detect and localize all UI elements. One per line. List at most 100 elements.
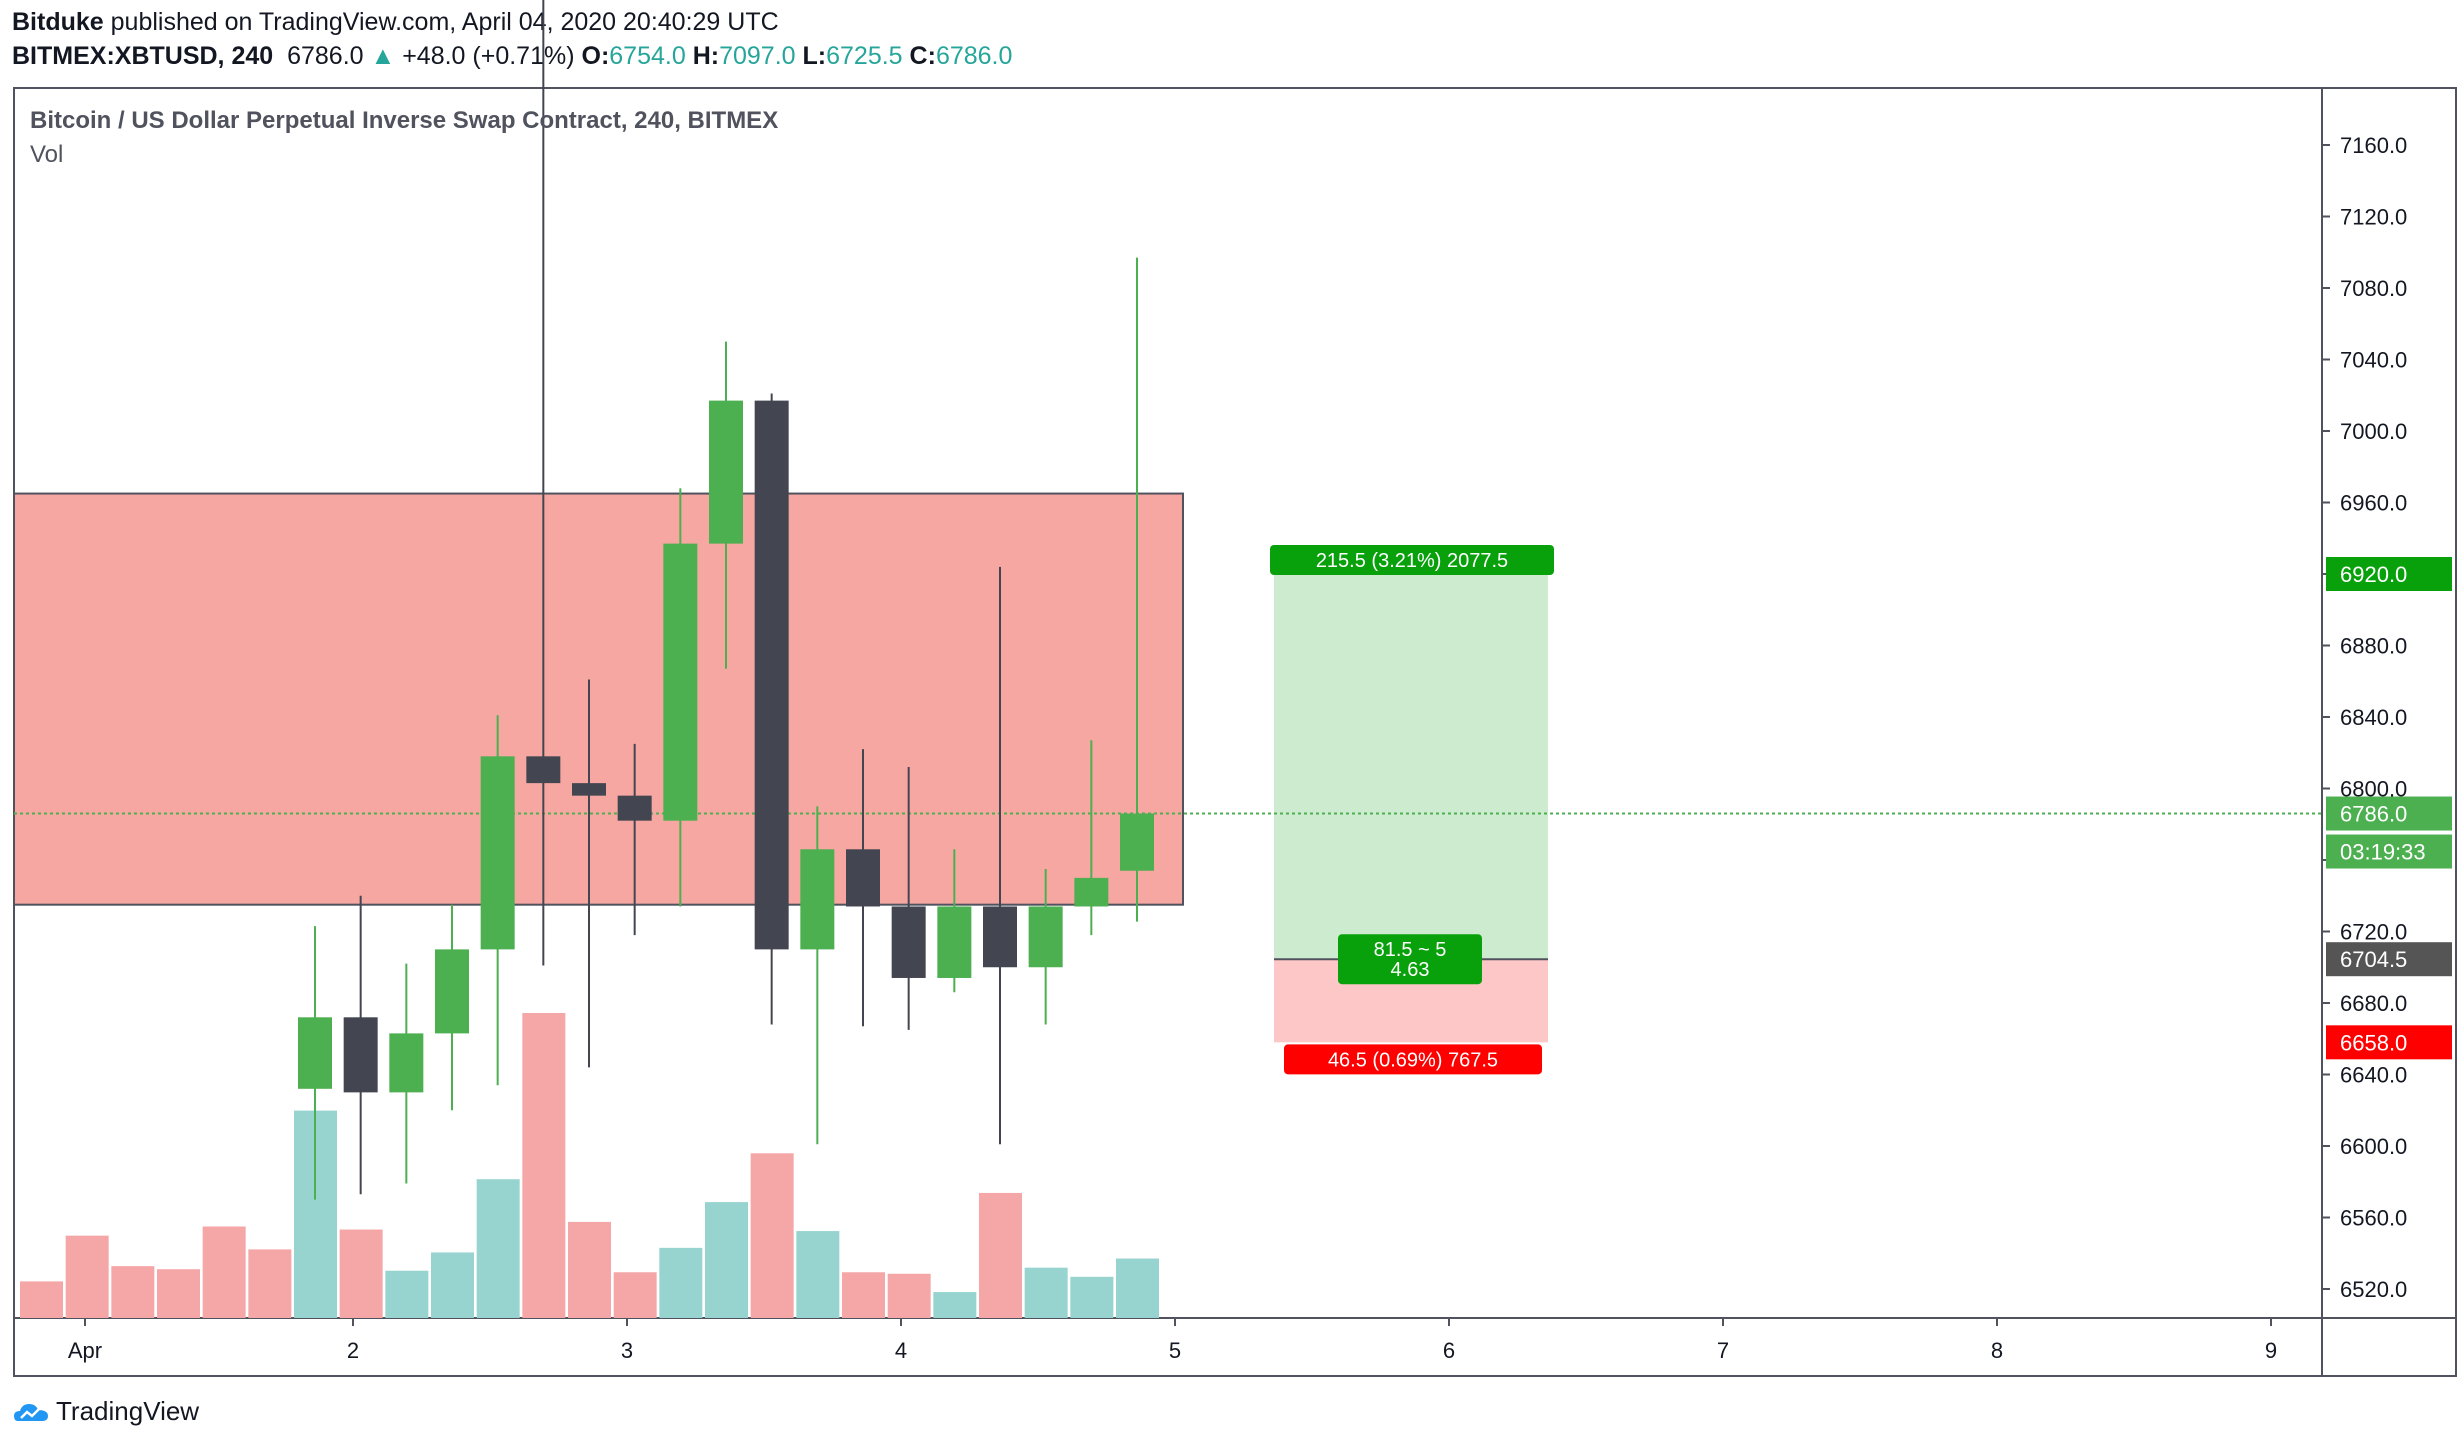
- y-tick-label: 6960.0: [2340, 491, 2407, 516]
- publish-line: Bitduke published on TradingView.com, Ap…: [12, 8, 779, 37]
- low-label: L:: [802, 42, 827, 70]
- author-name[interactable]: Bitduke: [12, 8, 104, 36]
- close-value: 6786.0: [935, 42, 1013, 70]
- entry-price-badge: 6704.5: [2340, 947, 2407, 972]
- last-price: 6786.0: [287, 42, 364, 70]
- last-price-badge-bg: [2326, 796, 2452, 831]
- symbol-label[interactable]: BITMEX:XBTUSD, 240: [12, 42, 274, 70]
- candle-up[interactable]: [1074, 877, 1109, 907]
- candle-down[interactable]: [983, 906, 1017, 968]
- x-tick-label: 3: [621, 1338, 633, 1363]
- low-value: 6725.5: [826, 42, 903, 70]
- volume-bar: [705, 1202, 748, 1318]
- risk-reward-label-bg: [1338, 934, 1482, 985]
- volume-legend: Vol: [30, 141, 63, 168]
- high-label: H:: [692, 42, 720, 70]
- stop-label-bg: [1284, 1044, 1542, 1075]
- volume-bar: [750, 1153, 794, 1318]
- volume-bar: [979, 1192, 1022, 1318]
- volume-bar: [1070, 1276, 1114, 1318]
- x-tick-label: 9: [2265, 1338, 2277, 1363]
- target-label[interactable]: 215.5 (3.21%) 2077.5: [1270, 545, 1554, 575]
- resistance-zone[interactable]: [13, 492, 1184, 906]
- candle-up[interactable]: [800, 849, 835, 950]
- candle-down[interactable]: [891, 906, 926, 978]
- target-label-bg: [1270, 545, 1554, 575]
- risk-reward-label-text: 81.5 ~ 5: [1374, 939, 1447, 961]
- volume-bar: [1024, 1267, 1068, 1318]
- y-tick-label: 6880.0: [2340, 634, 2407, 659]
- y-tick-label: 6600.0: [2340, 1134, 2407, 1159]
- candle-up[interactable]: [663, 543, 698, 821]
- x-tick-label: 4: [895, 1338, 907, 1363]
- x-tick-label: 2: [347, 1338, 359, 1363]
- candle-up[interactable]: [1028, 906, 1063, 968]
- candle-down[interactable]: [754, 400, 789, 950]
- y-tick-label: 6640.0: [2340, 1063, 2407, 1088]
- ohlc-line: BITMEX:XBTUSD, 240 6786.0 ▲ +48.0 (+0.71…: [12, 42, 1012, 71]
- volume-bar: [1116, 1258, 1159, 1318]
- y-tick-label: 6520.0: [2340, 1277, 2407, 1302]
- candle-down[interactable]: [343, 1017, 378, 1093]
- volume-bar: [842, 1272, 885, 1318]
- tradingview-logo-icon: [14, 1403, 48, 1421]
- volume-bar: [568, 1221, 611, 1318]
- volume-bar: [248, 1249, 292, 1318]
- y-tick-label: 7120.0: [2340, 205, 2407, 230]
- candle-up[interactable]: [1120, 813, 1154, 871]
- candle-down[interactable]: [572, 783, 606, 796]
- stop-label-text: 46.5 (0.69%) 767.5: [1328, 1049, 1498, 1071]
- volume-bar: [522, 1013, 566, 1318]
- entry-price-badge-bg: [2326, 942, 2452, 977]
- last-price-badge: 6786.0: [2340, 802, 2407, 827]
- candle-up[interactable]: [937, 906, 972, 978]
- candle-up[interactable]: [389, 1033, 424, 1093]
- stop-label[interactable]: 46.5 (0.69%) 767.5: [1284, 1044, 1542, 1075]
- x-tick-label: Apr: [68, 1338, 102, 1363]
- volume-bar: [385, 1270, 429, 1318]
- volume-bar: [202, 1226, 246, 1318]
- countdown-badge: 03:19:33: [2340, 840, 2426, 865]
- y-tick-label: 7040.0: [2340, 348, 2407, 373]
- risk-reward-label[interactable]: 81.5 ~ 54.63: [1338, 934, 1482, 985]
- volume-bar: [339, 1229, 383, 1318]
- high-value: 7097.0: [719, 42, 796, 70]
- open-value: 6754.0: [609, 42, 686, 70]
- candle-up[interactable]: [298, 1017, 332, 1089]
- volume-bar: [659, 1247, 703, 1318]
- footer-brand[interactable]: TradingView: [14, 1396, 199, 1427]
- candle-up[interactable]: [435, 949, 469, 1034]
- y-tick-label: 6680.0: [2340, 991, 2407, 1016]
- publish-info: published on TradingView.com, April 04, …: [110, 8, 779, 36]
- candle-down[interactable]: [617, 795, 652, 821]
- up-arrow-icon: ▲: [370, 42, 396, 70]
- target-price-badge-bg: [2326, 557, 2452, 591]
- y-tick-label: 7160.0: [2340, 133, 2407, 158]
- y-tick-label: 6720.0: [2340, 920, 2407, 945]
- volume-bar: [476, 1179, 520, 1318]
- y-tick-label: 6560.0: [2340, 1206, 2407, 1231]
- price-change: +48.0 (+0.71%): [402, 42, 575, 70]
- close-label: C:: [909, 42, 936, 70]
- candle-down[interactable]: [526, 756, 561, 784]
- risk-reward-label-text: 4.63: [1391, 959, 1430, 981]
- countdown-badge-bg: [2326, 834, 2452, 869]
- volume-bar: [157, 1269, 200, 1318]
- candle-down[interactable]: [846, 849, 880, 907]
- stop-price-badge: 6658.0: [2340, 1030, 2407, 1055]
- volume-bar: [796, 1231, 840, 1318]
- x-tick-label: 7: [1717, 1338, 1729, 1363]
- y-tick-label: 6840.0: [2340, 705, 2407, 730]
- candle-up[interactable]: [709, 400, 743, 544]
- stop-price-badge-bg: [2326, 1025, 2452, 1060]
- brand-name: TradingView: [56, 1396, 200, 1426]
- volume-bar: [887, 1273, 931, 1318]
- x-tick-label: 5: [1169, 1338, 1181, 1363]
- volume-bar: [933, 1292, 977, 1318]
- y-tick-label: 7000.0: [2340, 419, 2407, 444]
- target-label-text: 215.5 (3.21%) 2077.5: [1316, 550, 1508, 572]
- volume-bar: [65, 1235, 109, 1318]
- candle-up[interactable]: [480, 756, 515, 950]
- position-target-area[interactable]: [1274, 574, 1548, 960]
